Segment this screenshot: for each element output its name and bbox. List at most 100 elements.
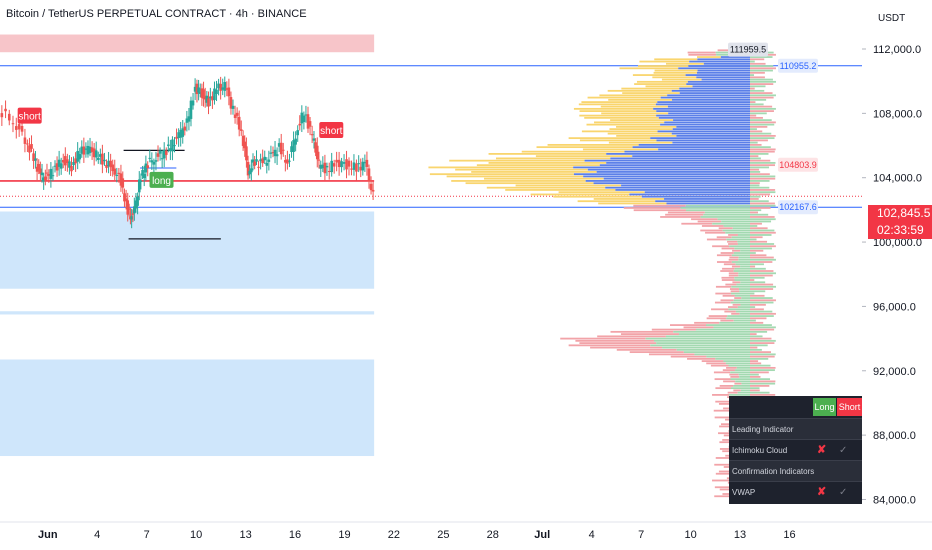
profile-bar <box>730 290 740 293</box>
price-label-box-3 <box>778 200 818 215</box>
candle-body <box>64 156 67 166</box>
profile-bar-right <box>750 254 767 257</box>
profile-bar-right <box>750 297 773 299</box>
candle-body <box>37 164 41 171</box>
candle-body <box>340 161 343 168</box>
profile-bar <box>715 457 732 459</box>
profile-bar <box>662 346 750 349</box>
profile-bar <box>606 162 750 164</box>
profile-bar <box>740 249 750 252</box>
profile-bar <box>714 463 731 466</box>
candle-body <box>330 160 333 173</box>
profile-bar-right <box>750 391 770 394</box>
candle-body <box>253 161 256 166</box>
profile-bar <box>731 312 740 315</box>
profile-bar <box>596 171 750 173</box>
profile-bar <box>722 439 735 441</box>
price-label-2: 104803.9 <box>779 160 817 170</box>
profile-bar-right <box>750 103 764 106</box>
candle-body <box>49 168 53 179</box>
price-label-0: 111959.5 <box>730 45 766 55</box>
profile-bar <box>739 312 750 315</box>
profile-bar-right <box>750 265 756 268</box>
x-tick-label-9: 28 <box>487 529 499 541</box>
confirmation-label: Confirmation Indicators <box>732 467 815 476</box>
profile-bar-right <box>750 83 774 85</box>
profile-bar <box>634 83 687 85</box>
profile-bar-right <box>750 168 760 171</box>
signal-table: Long Short Leading Indicator Ichimoku Cl… <box>729 396 862 504</box>
profile-bar-right <box>750 380 776 383</box>
profile-bar <box>609 128 673 131</box>
profile-bar <box>732 249 741 252</box>
candle-body <box>319 164 323 169</box>
profile-bar-right <box>750 74 755 76</box>
profile-bar <box>455 168 588 171</box>
profile-bar <box>738 272 750 275</box>
profile-bar <box>608 141 673 144</box>
profile-bar <box>711 308 729 311</box>
profile-bar <box>616 348 677 351</box>
profile-bar-right <box>750 238 757 241</box>
profile-bar <box>632 155 750 158</box>
candle-body <box>314 142 317 153</box>
profile-bar <box>732 303 741 306</box>
profile-bar <box>730 375 740 378</box>
profile-bar <box>653 71 697 74</box>
candle-body <box>209 96 212 99</box>
profile-bar-right <box>750 373 759 376</box>
profile-bar-right <box>750 249 764 252</box>
profile-bar-right <box>750 272 776 275</box>
profile-bar-right <box>750 236 763 239</box>
profile-bar-right <box>750 177 776 180</box>
candle-body <box>342 162 346 164</box>
profile-bar <box>465 182 594 185</box>
profile-bar <box>629 351 684 354</box>
profile-bar <box>644 191 750 194</box>
ichimoku-long-cross-icon: ✘ <box>817 444 827 456</box>
profile-bar <box>579 114 657 117</box>
profile-bar <box>639 60 690 63</box>
candle-body <box>14 126 18 130</box>
profile-bar <box>505 189 616 191</box>
profile-bar-right <box>750 60 755 63</box>
profile-bar <box>735 310 750 313</box>
profile-bar-right <box>750 186 770 189</box>
profile-bar <box>655 200 750 203</box>
profile-bar <box>577 200 656 203</box>
profile-bar-right <box>750 288 774 290</box>
profile-bar <box>728 306 738 308</box>
profile-bar <box>645 85 693 88</box>
candle-body <box>28 145 31 153</box>
profile-bar <box>724 310 736 313</box>
profile-bar-right <box>750 211 759 214</box>
y-tick-label-1: 108,000.0 <box>873 108 922 120</box>
candle-body <box>84 148 88 150</box>
profile-bar <box>446 175 584 178</box>
profile-bar <box>719 448 734 450</box>
profile-bar <box>739 290 750 293</box>
profile-bar <box>429 173 574 176</box>
profile-bar <box>599 164 750 167</box>
profile-bar-right <box>750 274 773 277</box>
profile-bar <box>703 213 750 216</box>
profile-bar-right <box>750 362 762 365</box>
confirmation-header: Confirmation Indicators <box>729 460 862 481</box>
profile-bar <box>676 125 750 128</box>
profile-bar-right <box>750 234 772 236</box>
profile-bar <box>728 243 738 245</box>
profile-bar <box>694 353 750 356</box>
profile-bar <box>696 328 750 331</box>
profile-bar <box>535 155 633 158</box>
profile-bar-right <box>750 143 762 146</box>
x-tick-label-6: 19 <box>338 529 350 541</box>
profile-bar <box>601 112 669 115</box>
profile-bar <box>712 245 730 248</box>
profile-bar <box>734 382 742 385</box>
profile-bar-right <box>750 306 756 308</box>
profile-bar <box>656 114 750 117</box>
profile-bar-right <box>750 92 773 94</box>
profile-bar <box>738 288 750 290</box>
profile-bar <box>731 265 741 268</box>
candle-body <box>259 159 262 162</box>
